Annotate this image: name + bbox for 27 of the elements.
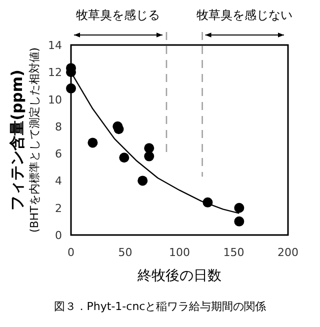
point [88,138,98,148]
point [119,152,130,163]
y-tick-label: 10 [48,93,62,106]
x-tick-label: 150 [223,246,244,259]
point [144,143,154,154]
text: (BHTを内標準として測定した相対値) [28,47,41,233]
x-tick-label: 200 [278,246,298,259]
y-tick-label: 12 [48,66,62,80]
point [234,202,244,213]
x-tick-label: 100 [169,246,190,259]
point [114,124,124,134]
y-tick-label: 4 [55,174,62,188]
point [234,216,244,226]
y-axis-title: フィテン含量(ppm) [8,70,26,210]
y-tick-label: 0 [55,229,62,242]
text: 牧草臭を感じない [196,8,293,22]
y-tick-label: 14 [48,39,62,52]
point [144,151,154,162]
point [138,176,148,186]
y-tick-label: 6 [55,148,62,161]
y-tick-label: 8 [55,120,62,134]
y-tick-label: 2 [55,202,62,215]
caption: 図３．Phyt-1-cncと稲ワラ給与期間の関係 [54,300,266,313]
x-axis-title: 終牧後の日数 [136,268,222,284]
x-tick-label: 50 [118,246,132,259]
x-tick-label: 0 [68,246,74,259]
text: 牧草臭を感じる [76,8,160,22]
